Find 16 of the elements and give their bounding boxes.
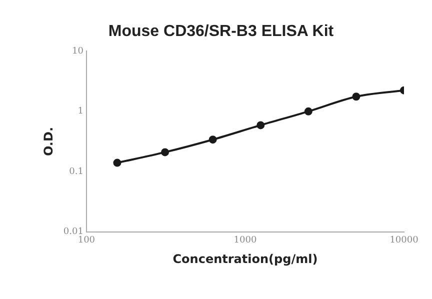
y-tick-label: 10 — [72, 46, 84, 57]
point — [352, 92, 360, 101]
point — [113, 158, 122, 167]
x-tick-label: 1000 — [234, 236, 257, 246]
x-tick-label: 10000 — [390, 236, 419, 246]
point — [161, 148, 170, 156]
point — [256, 121, 265, 130]
x-axis-title: Concentration(pg/ml) — [172, 252, 318, 266]
y-tick-label: 0.1 — [69, 166, 84, 177]
chart-title: Mouse CD36/SR-B3 ELISA Kit — [108, 23, 334, 40]
point — [208, 136, 217, 144]
y-tick-label: 0.01 — [63, 227, 84, 238]
y-axis-title: O.D. — [41, 126, 56, 156]
x-tick-label: 100 — [78, 236, 96, 246]
point — [304, 107, 312, 116]
y-tick-label: 1 — [78, 106, 84, 117]
